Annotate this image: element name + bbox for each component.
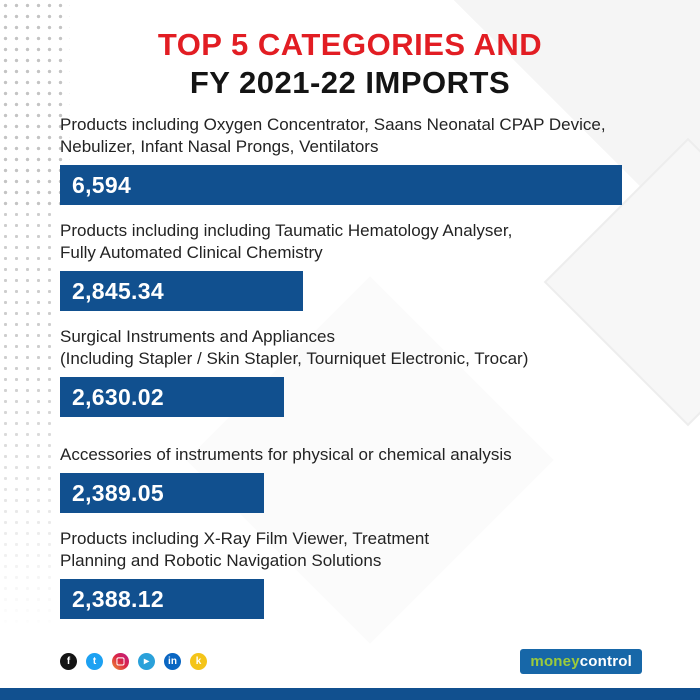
title-line-1: TOP 5 CATEGORIES AND [157,27,543,62]
chart-rows: Products including Oxygen Concentrator, … [60,114,622,619]
title-line-2: FY 2021-22 IMPORTS [189,65,511,100]
bar-label: Products including X-Ray Film Viewer, Tr… [60,529,430,570]
logo-text-control: control [579,653,632,670]
bottom-blue-strip [0,688,700,700]
bar-row: Products including Oxygen Concentrator, … [60,114,622,205]
bar: 2,630.02 [60,377,285,417]
bar: 6,594 [60,165,622,205]
social-icons-row: f t ▢ ▸ in k [60,653,207,670]
linkedin-icon[interactable]: in [164,653,181,670]
bar-label: Surgical Instruments and Appliances (Inc… [60,327,529,368]
bar-label: Products including including Taumatic He… [60,221,513,262]
bar-value: 2,389.05 [72,479,164,506]
footer: f t ▢ ▸ in k moneycontrol [60,649,642,674]
instagram-icon[interactable]: ▢ [112,653,129,670]
logo-text-money: money [530,653,580,670]
bar-row: Accessories of instruments for physical … [60,444,622,513]
bar-value: 2,388.12 [72,585,164,612]
bar-label: Products including Oxygen Concentrator, … [60,115,606,156]
header: TOP 5 CATEGORIES AND FY 2021-22 IMPORTS [0,0,700,102]
bar-value: 2,845.34 [72,277,164,304]
dots-pattern-corner [0,0,70,210]
bar-label: Accessories of instruments for physical … [60,445,512,464]
twitter-icon[interactable]: t [86,653,103,670]
koo-icon[interactable]: k [190,653,207,670]
bar-value: 6,594 [72,171,132,198]
bar: 2,845.34 [60,271,303,311]
bar-row: Products including including Taumatic He… [60,220,622,311]
facebook-icon[interactable]: f [60,653,77,670]
bar-row: Products including X-Ray Film Viewer, Tr… [60,528,622,619]
telegram-icon[interactable]: ▸ [138,653,155,670]
moneycontrol-logo[interactable]: moneycontrol [520,649,642,674]
bar-value: 2,630.02 [72,383,164,410]
bar-row: Surgical Instruments and Appliances (Inc… [60,326,622,417]
bar: 2,388.12 [60,579,264,619]
bar: 2,389.05 [60,473,264,513]
